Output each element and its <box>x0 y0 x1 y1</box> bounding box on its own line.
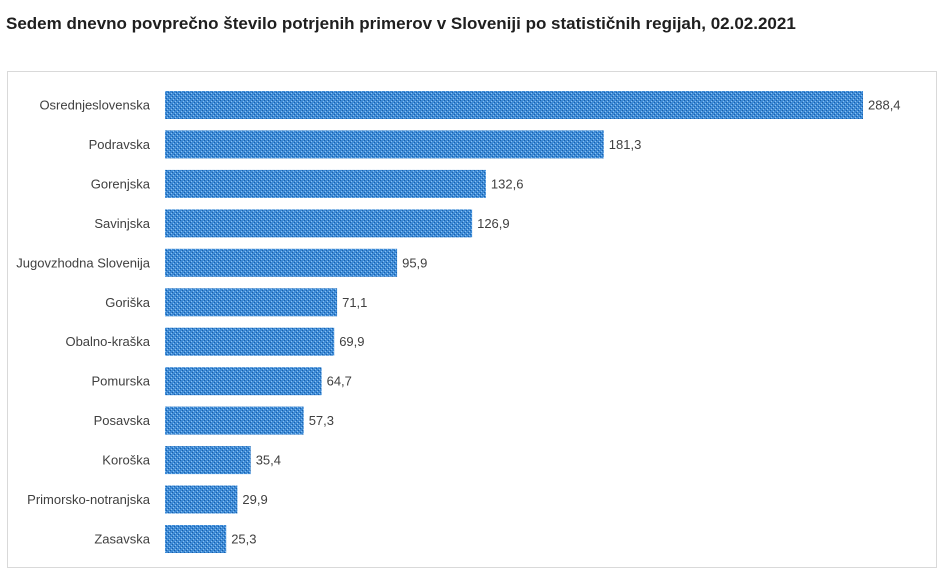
value-label-gorenjska: 132,6 <box>491 176 524 191</box>
chart-area <box>7 71 937 568</box>
category-label-obalno-kra-ka: Obalno-kraška <box>65 334 150 349</box>
value-label-posavska: 57,3 <box>309 413 334 428</box>
value-label-jugovzhodna-slovenija: 95,9 <box>402 255 427 270</box>
category-label-primorsko-notranjska: Primorsko-notranjska <box>27 492 151 507</box>
bar-osrednjeslovenska <box>165 91 863 119</box>
bar-podravska <box>165 130 604 159</box>
category-label-koro-ka: Koroška <box>102 453 150 468</box>
value-label-zasavska: 25,3 <box>231 532 256 547</box>
category-label-zasavska: Zasavska <box>94 532 150 547</box>
category-label-posavska: Posavska <box>94 413 151 428</box>
category-label-pomurska: Pomurska <box>91 374 150 389</box>
bar-gori-ka <box>165 288 338 317</box>
bar-gorenjska <box>165 169 486 198</box>
value-label-koro-ka: 35,4 <box>256 453 281 468</box>
category-label-osrednjeslovenska: Osrednjeslovenska <box>39 98 150 113</box>
category-label-savinjska: Savinjska <box>94 216 150 231</box>
value-label-obalno-kra-ka: 69,9 <box>339 334 364 349</box>
category-label-jugovzhodna-slovenija: Jugovzhodna Slovenija <box>16 255 150 270</box>
category-label-gori-ka: Goriška <box>105 295 151 310</box>
bar-jugovzhodna-slovenija <box>165 248 398 277</box>
category-label-gorenjska: Gorenjska <box>91 176 151 191</box>
value-labels-group: 288,4 181,3 132,6 126,9 95,9 71,1 69,9 64,7 57,3… <box>231 98 900 547</box>
category-labels-group: Osrednjeslovenska Podravska Gorenjska Savin… <box>16 98 150 547</box>
bar-koro-ka <box>165 446 251 475</box>
value-label-savinjska: 126,9 <box>477 216 510 231</box>
bar-primorsko-notranjska <box>165 485 238 514</box>
chart-title: Sedem dnevno povprečno število potrjenih… <box>6 14 796 33</box>
value-label-primorsko-notranjska: 29,9 <box>242 492 267 507</box>
value-label-gori-ka: 71,1 <box>342 295 367 310</box>
value-label-pomurska: 64,7 <box>327 374 352 389</box>
bars-group <box>165 91 863 553</box>
value-label-podravska: 181,3 <box>609 137 642 152</box>
bar-savinjska <box>165 209 473 238</box>
bar-posavska <box>165 406 304 435</box>
bar-obalno-kra-ka <box>165 327 335 356</box>
bar-pomurska <box>165 367 322 396</box>
bar-zasavska <box>165 525 227 553</box>
value-label-osrednjeslovenska: 288,4 <box>868 98 901 113</box>
category-label-podravska: Podravska <box>89 137 151 152</box>
